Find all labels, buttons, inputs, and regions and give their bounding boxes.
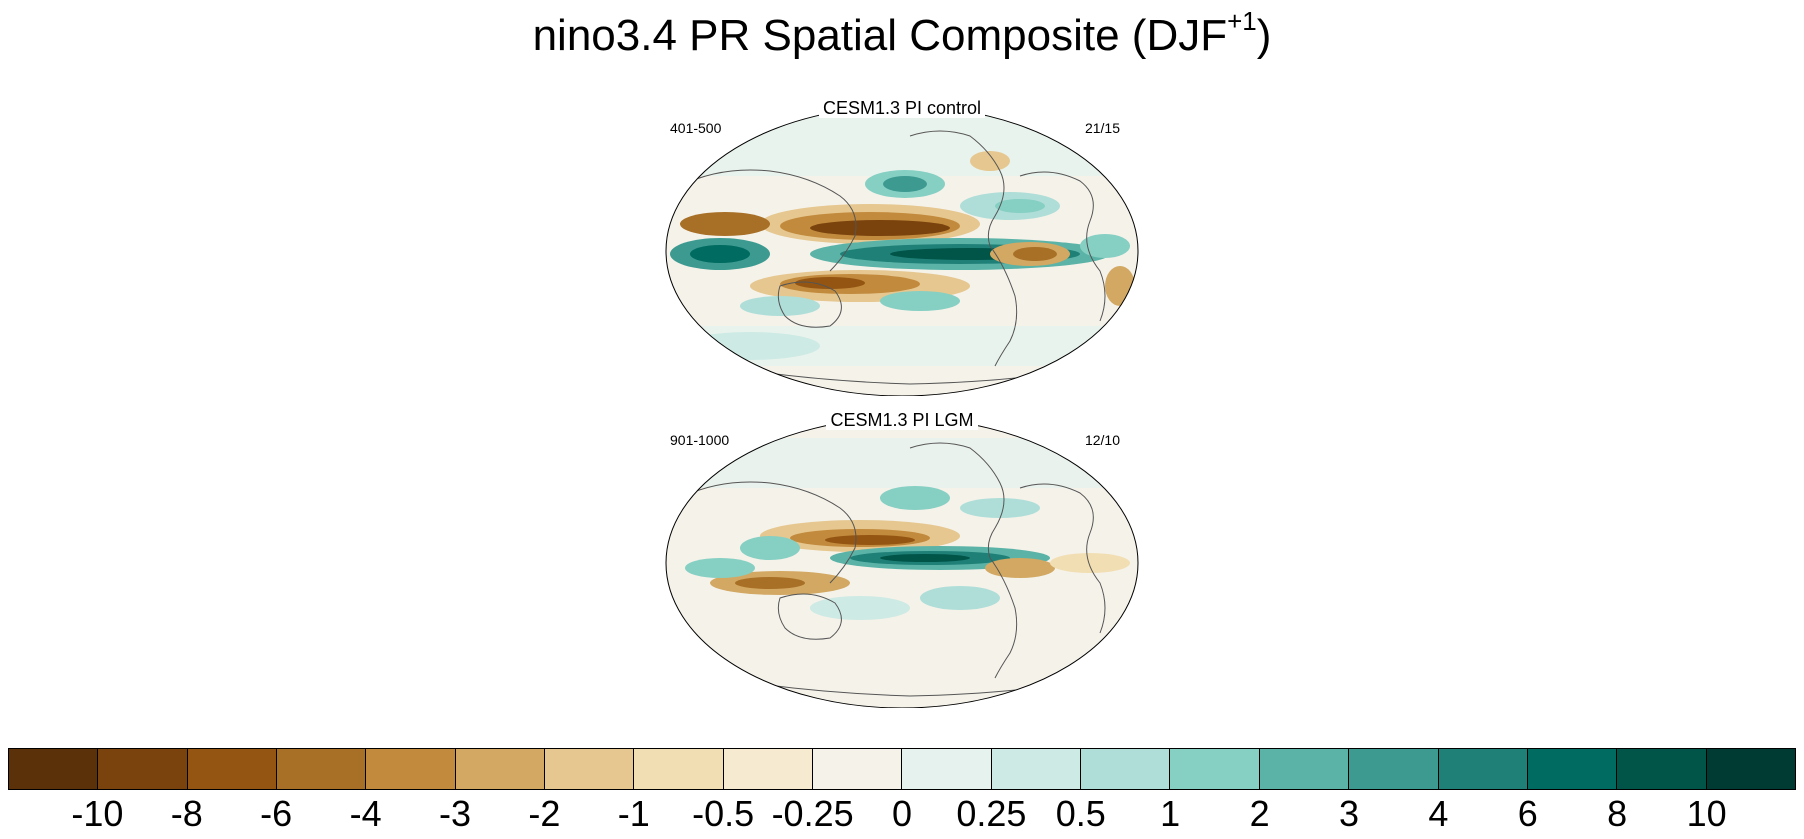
colorbar-tick-label: 0.25 bbox=[956, 793, 1027, 834]
colorbar-labels: -10 -8 -6 -4 -3 -2 -1 -0.5 -0.25 0 0.25 0.5 1 2 3 4 6 8 10 bbox=[8, 794, 1796, 838]
colorbar-tick-label: 0.5 bbox=[1055, 793, 1106, 834]
map-panel-pi-control: CESM1.3 PI control 401-500 21/15 bbox=[660, 96, 1144, 396]
colorbar-swatch bbox=[723, 749, 814, 789]
colorbar-swatch bbox=[634, 749, 724, 789]
panel-years-pi-control: 401-500 bbox=[670, 120, 722, 136]
colorbar-swatch bbox=[902, 749, 992, 789]
colorbar-swatch bbox=[991, 749, 1082, 789]
colorbar-tick-label: -8 bbox=[170, 793, 203, 834]
page-title-text: nino3.4 PR Spatial Composite (DJF bbox=[532, 11, 1228, 60]
colorbar-tick-label: -10 bbox=[71, 793, 124, 834]
colorbar-swatch bbox=[1438, 749, 1528, 789]
colorbar-swatch bbox=[1259, 749, 1350, 789]
colorbar-tick-label: -6 bbox=[260, 793, 293, 834]
colorbar-swatch bbox=[1617, 749, 1707, 789]
colorbar-tick-label: -1 bbox=[617, 793, 650, 834]
page-title-superscript: +1 bbox=[1227, 6, 1257, 36]
world-map-pi-lgm bbox=[665, 417, 1139, 708]
colorbar-swatch bbox=[1170, 749, 1260, 789]
colorbar-tick-label: 4 bbox=[1428, 793, 1449, 834]
colorbar-swatch bbox=[1706, 749, 1795, 789]
panel-title-pi-control: CESM1.3 PI control bbox=[660, 98, 1144, 118]
colorbar-swatch bbox=[366, 749, 456, 789]
colorbar-swatch bbox=[98, 749, 188, 789]
colorbar-swatch bbox=[1081, 749, 1171, 789]
colorbar-tick-label: 0 bbox=[891, 793, 913, 834]
panel-title-pi-lgm: CESM1.3 PI LGM bbox=[660, 410, 1144, 430]
colorbar-swatch bbox=[187, 749, 278, 789]
colorbar-tick-label: -0.25 bbox=[771, 793, 854, 834]
panel-years-pi-lgm: 901-1000 bbox=[670, 432, 730, 448]
colorbar-tick-label: 3 bbox=[1338, 793, 1360, 834]
panel-count-pi-lgm: 12/10 bbox=[1084, 432, 1120, 448]
colorbar-tick-label: -3 bbox=[438, 793, 472, 834]
map-panel-pi-lgm: CESM1.3 PI LGM 901-1000 12/10 bbox=[660, 408, 1144, 708]
colorbar-tick-label: 8 bbox=[1607, 793, 1628, 834]
colorbar-swatch bbox=[277, 749, 367, 789]
world-map-pi-control bbox=[665, 105, 1139, 396]
colorbar-swatch bbox=[1527, 749, 1618, 789]
colorbar-swatch bbox=[545, 749, 635, 789]
colorbar bbox=[8, 748, 1796, 790]
colorbar-tick-label: -4 bbox=[349, 793, 382, 834]
panel-title-text-pi-lgm: CESM1.3 PI LGM bbox=[826, 410, 978, 430]
colorbar-tick-label: 1 bbox=[1160, 793, 1181, 834]
colorbar-swatch bbox=[455, 749, 546, 789]
colorbar-swatch bbox=[9, 749, 99, 789]
colorbar-tick-label: 2 bbox=[1249, 793, 1270, 834]
colorbar-tick-label: 6 bbox=[1517, 793, 1538, 834]
colorbar-tick-label: 10 bbox=[1686, 793, 1727, 834]
page-title-close: ) bbox=[1256, 11, 1272, 60]
page-title: nino3.4 PR Spatial Composite (DJF+1) bbox=[0, 8, 1804, 64]
colorbar-swatch bbox=[813, 749, 903, 789]
colorbar-swatch bbox=[1349, 749, 1439, 789]
colorbar-tick-label: -2 bbox=[528, 793, 561, 834]
panel-count-pi-control: 21/15 bbox=[1084, 120, 1120, 136]
panel-title-text-pi-control: CESM1.3 PI control bbox=[818, 98, 986, 118]
colorbar-tick-label: -0.5 bbox=[692, 793, 755, 834]
